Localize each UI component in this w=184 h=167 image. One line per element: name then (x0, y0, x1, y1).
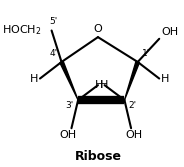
Text: H: H (95, 80, 103, 90)
Text: 2': 2' (129, 101, 137, 110)
Text: OH: OH (161, 27, 178, 37)
Text: 1': 1' (142, 49, 150, 58)
Polygon shape (60, 61, 78, 100)
Text: OH: OH (126, 130, 143, 140)
Text: H: H (100, 80, 108, 90)
Text: Ribose: Ribose (75, 150, 121, 163)
Text: H: H (161, 73, 169, 84)
Text: 4': 4' (49, 49, 57, 58)
Text: HOCH$_2$: HOCH$_2$ (2, 24, 42, 37)
Text: 3': 3' (66, 101, 74, 110)
Text: OH: OH (60, 130, 77, 140)
Polygon shape (124, 61, 139, 100)
Text: 5': 5' (49, 17, 57, 26)
Text: H: H (30, 73, 38, 84)
Text: O: O (94, 24, 102, 34)
